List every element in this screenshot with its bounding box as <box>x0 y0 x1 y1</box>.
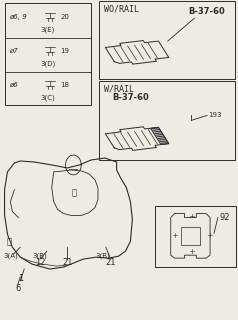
Text: 21: 21 <box>62 258 73 267</box>
Text: WO/RAIL: WO/RAIL <box>104 5 139 14</box>
Text: 92: 92 <box>219 213 230 222</box>
Bar <box>99 81 235 160</box>
Bar <box>99 1 235 79</box>
Text: 19: 19 <box>61 48 69 54</box>
Text: 3(E): 3(E) <box>41 27 55 33</box>
Text: 3(B): 3(B) <box>33 253 47 260</box>
Text: B-37-60: B-37-60 <box>189 7 225 16</box>
Text: 3(A): 3(A) <box>3 253 18 260</box>
Text: ø6, 9: ø6, 9 <box>10 14 27 20</box>
Text: W/RAIL: W/RAIL <box>104 84 134 93</box>
Text: Ⓐ: Ⓐ <box>7 238 12 247</box>
Text: ø7: ø7 <box>10 48 18 54</box>
Text: 12: 12 <box>35 258 45 267</box>
Text: ø6: ø6 <box>10 82 18 88</box>
Bar <box>5 4 91 106</box>
Text: 3(C): 3(C) <box>40 94 55 101</box>
Text: 6: 6 <box>16 284 21 293</box>
Bar <box>155 206 236 267</box>
Text: 3(D): 3(D) <box>40 60 55 67</box>
Text: 20: 20 <box>61 14 69 20</box>
Text: 18: 18 <box>61 82 69 88</box>
Text: 21: 21 <box>105 258 116 267</box>
Text: Ⓑ: Ⓑ <box>72 188 77 197</box>
Text: 1: 1 <box>18 275 23 284</box>
Text: 193: 193 <box>208 112 222 118</box>
Polygon shape <box>151 127 169 145</box>
Text: 3(B): 3(B) <box>95 253 110 260</box>
Text: B-37-60: B-37-60 <box>113 93 149 102</box>
